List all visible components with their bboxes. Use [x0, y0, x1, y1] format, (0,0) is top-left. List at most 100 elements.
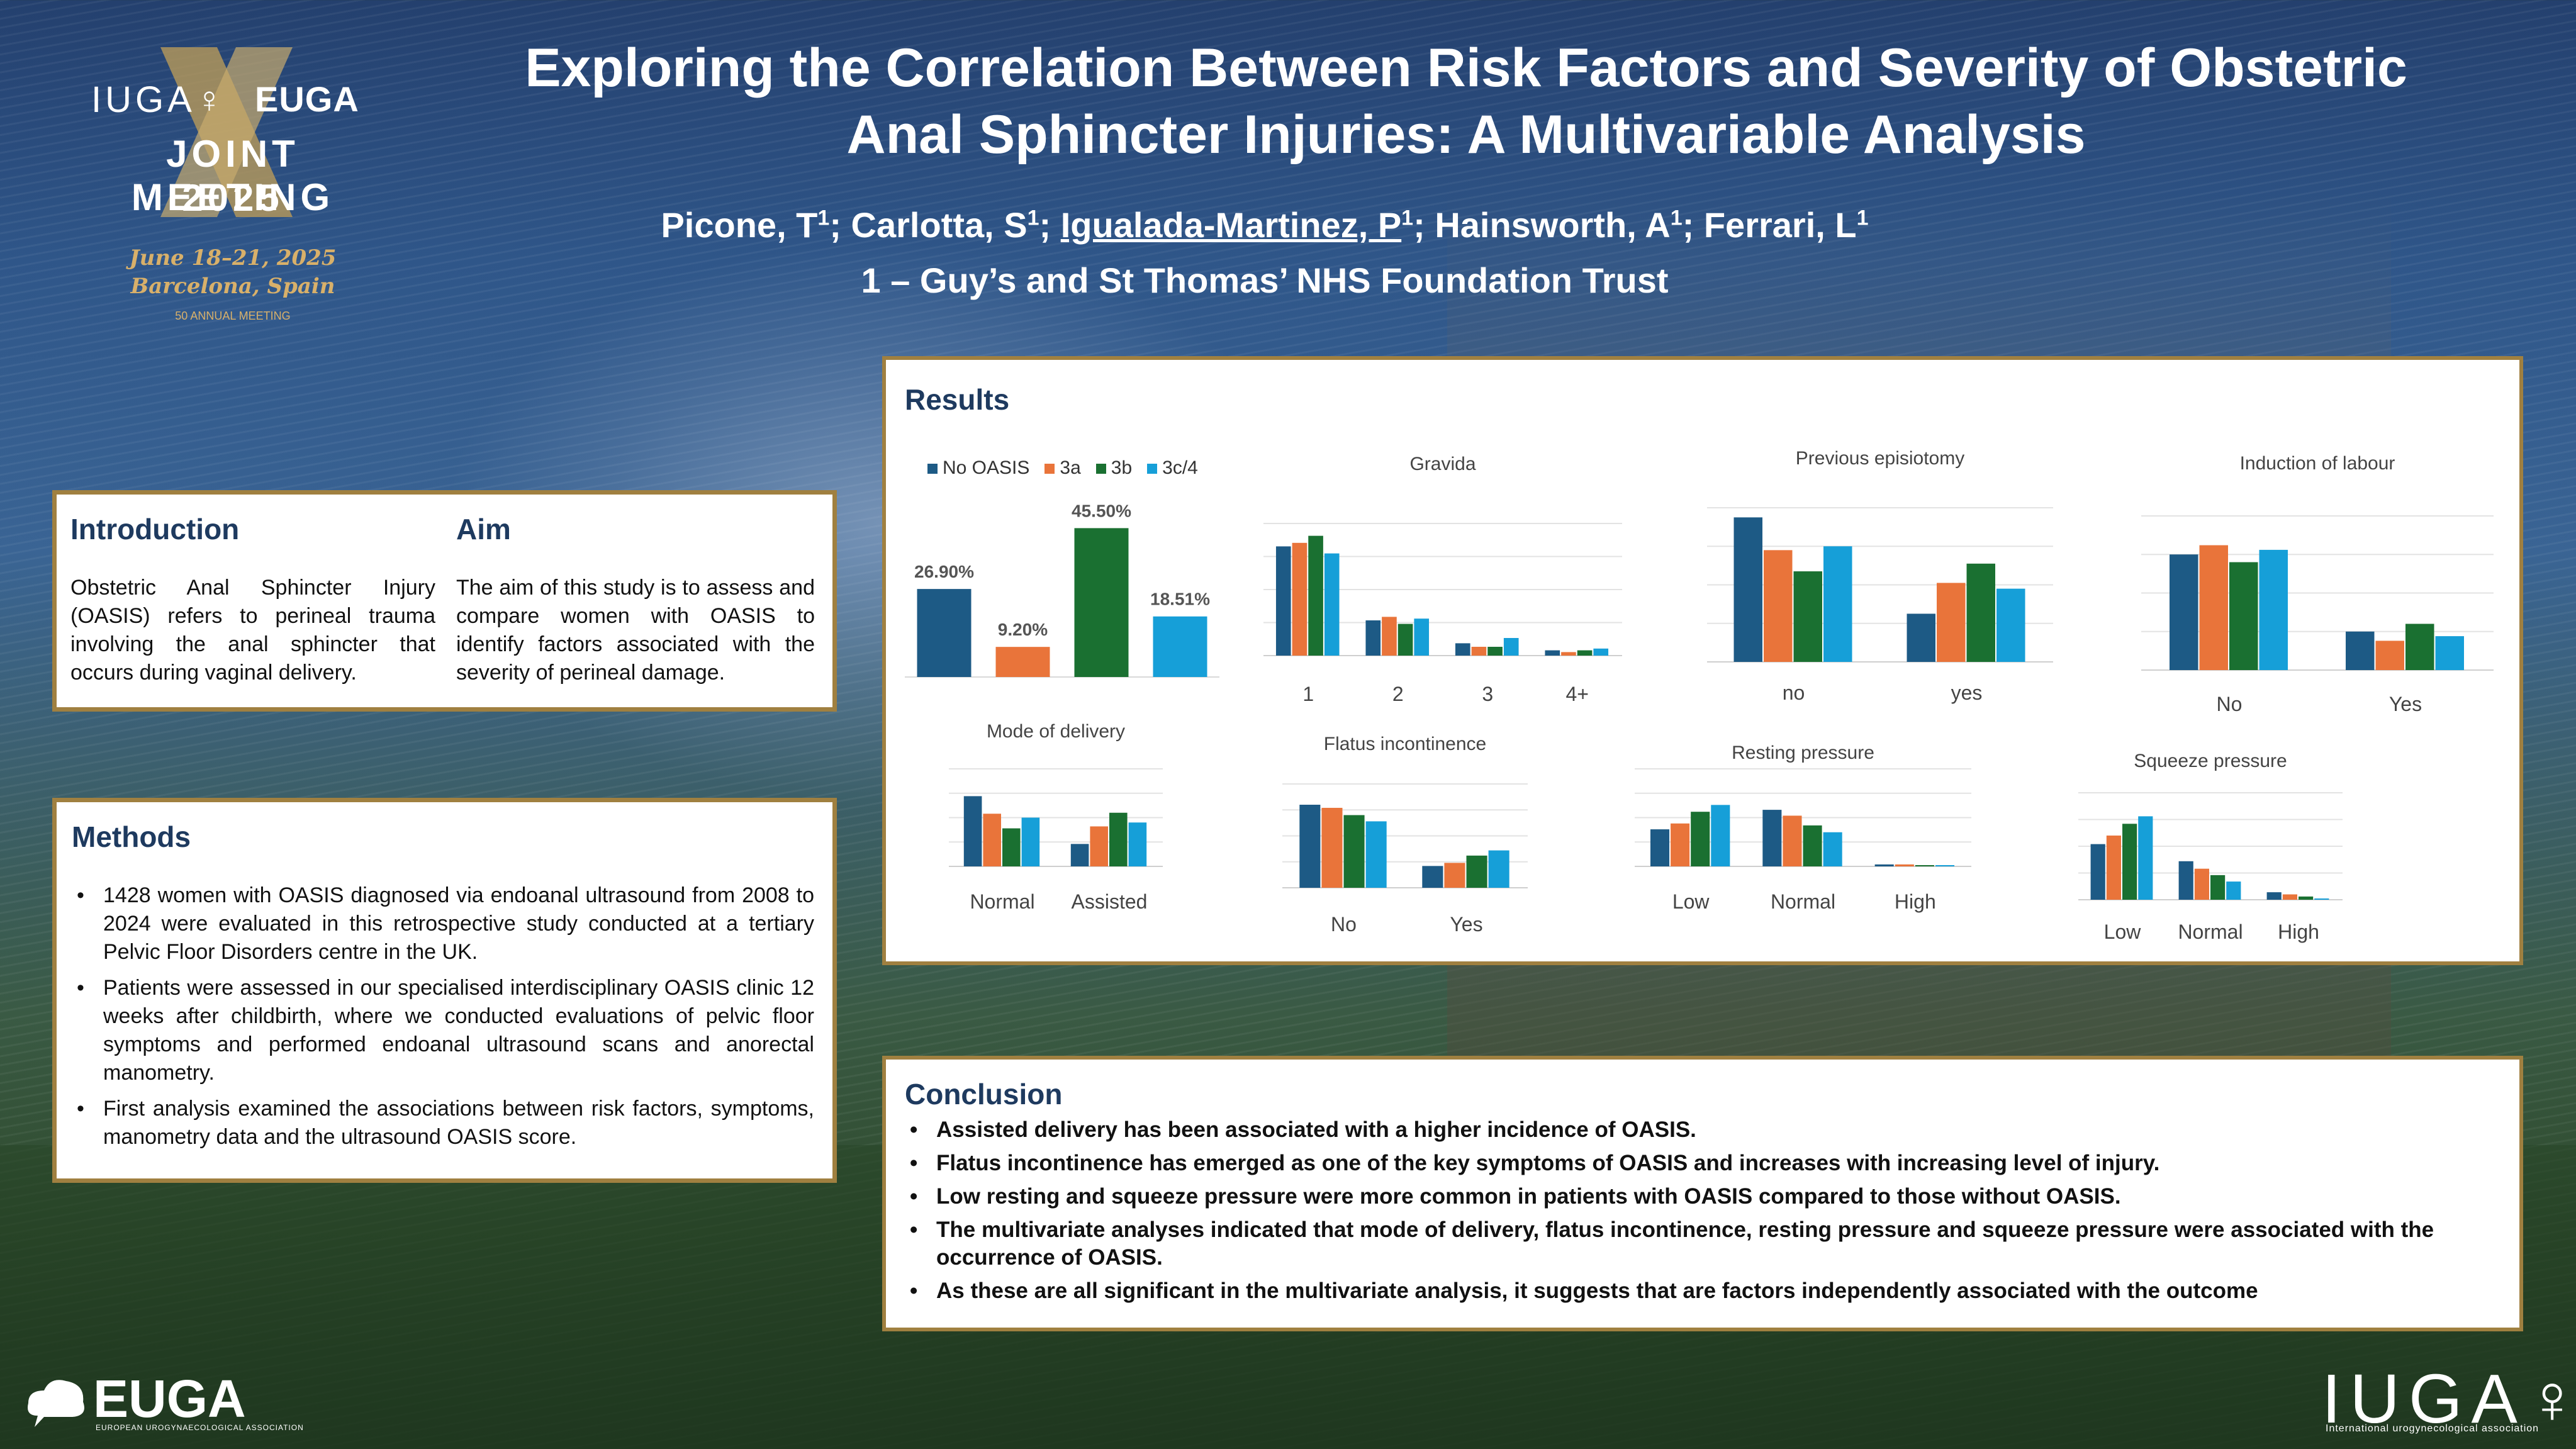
methods-item: First analysis examined the associations…	[72, 1095, 814, 1151]
delivery-bar	[1070, 844, 1089, 866]
joint-meeting-logo-mark	[160, 47, 293, 217]
resting-tick-label: Normal	[1771, 890, 1835, 913]
gravida-bar	[1503, 638, 1519, 656]
flatus-bar	[1299, 805, 1321, 888]
introduction-panel: Introduction Obstetric Anal Sphincter In…	[52, 490, 837, 712]
legend-swatch	[1044, 464, 1055, 474]
results-legend: No OASIS 3a 3b 3c/4	[927, 457, 1198, 479]
resting-bar	[1803, 825, 1822, 866]
flatus-bar	[1365, 821, 1387, 888]
results-charts: 26.90% 9.20% 45.50% 18.51% Gravida 1 2 3 4+ Previ…	[905, 448, 2494, 943]
episiotomy-bar	[1793, 571, 1822, 662]
gravida-bar	[1275, 546, 1291, 656]
episiotomy-bar	[1966, 563, 1995, 662]
squeeze-bar	[2090, 844, 2105, 900]
induction-bar	[2199, 545, 2228, 670]
resting-bar	[1895, 864, 1914, 866]
conclusion-item: As these are all significant in the mult…	[905, 1277, 2503, 1305]
methods-panel: Methods 1428 women with OASIS diagnosed …	[52, 798, 837, 1183]
induction-bar	[2170, 554, 2198, 670]
gravida-bar	[1365, 620, 1381, 656]
flatus-bar	[1422, 866, 1443, 888]
flatus-tick-label: Yes	[1450, 913, 1482, 936]
overall-bar	[1153, 616, 1207, 677]
gravida-bar	[1471, 647, 1487, 656]
introduction-section: Introduction Obstetric Anal Sphincter In…	[70, 512, 435, 687]
squeeze-tick-label: Low	[2104, 920, 2142, 943]
gravida-bar	[1577, 650, 1593, 656]
legend-label: No OASIS	[943, 457, 1030, 478]
squeeze-bar	[2122, 824, 2137, 900]
gravida-bar	[1414, 618, 1430, 656]
resting-bar	[1691, 812, 1710, 866]
gravida-tick-label: 3	[1482, 683, 1493, 705]
overall-bar	[917, 589, 972, 677]
resting-tick-label: High	[1895, 890, 1936, 913]
episiotomy-chart-title: Previous episiotomy	[1796, 448, 1964, 469]
legend-swatch	[1147, 464, 1158, 474]
resting-bar	[1783, 815, 1802, 866]
title-line-2: Anal Sphincter Injuries: A Multivariable…	[846, 104, 2086, 165]
aim-section: Aim The aim of this study is to assess a…	[456, 512, 815, 687]
legend-item: 3b	[1095, 457, 1132, 479]
induction-tick-label: No	[2217, 693, 2243, 715]
footer-iuga-subtitle: International urogynecological associati…	[2326, 1423, 2540, 1434]
gravida-bar	[1487, 647, 1503, 656]
gravida-bar	[1593, 648, 1609, 656]
delivery-tick-label: Normal	[970, 890, 1034, 913]
resting-bar	[1915, 865, 1934, 866]
gravida-tick-label: 2	[1392, 683, 1404, 705]
episiotomy-bar	[1764, 550, 1793, 662]
flatus-bar	[1444, 863, 1465, 888]
resting-bar	[1671, 823, 1690, 866]
squeeze-bar	[2314, 898, 2329, 900]
gravida-bar	[1308, 535, 1323, 656]
induction-bar	[2435, 636, 2464, 670]
affiliation: 1 – Guy’s and St Thomas’ NHS Foundation …	[861, 260, 1669, 300]
author-name: Igualada-Martinez, P	[1060, 205, 1402, 245]
author-affiliation-mark: 1	[817, 206, 830, 230]
squeeze-bar	[2266, 892, 2282, 900]
resting-bar	[1711, 805, 1730, 866]
delivery-bar	[1021, 817, 1040, 866]
gravida-tick-label: 4+	[1566, 683, 1589, 705]
resting-tick-label: Low	[1672, 890, 1710, 913]
anniversary-badge: 50 ANNUAL MEETING	[175, 310, 291, 322]
delivery-bar	[963, 796, 982, 866]
legend-item: 3a	[1044, 457, 1081, 479]
squeeze-bar	[2299, 896, 2314, 900]
meeting-city: Barcelona, Spain	[130, 274, 335, 299]
delivery-chart-title: Mode of delivery	[987, 721, 1125, 742]
squeeze-chart-title: Squeeze pressure	[2134, 751, 2287, 771]
legend-item: 3c/4	[1147, 457, 1198, 479]
induction-bar	[2375, 641, 2404, 670]
episiotomy-bar	[1733, 517, 1762, 662]
episiotomy-bar	[1937, 583, 1966, 662]
flatus-bar	[1321, 807, 1343, 888]
gravida-bar	[1292, 542, 1308, 656]
gravida-bar	[1382, 617, 1397, 656]
episiotomy-tick-label: no	[1783, 681, 1805, 704]
squeeze-bar	[2106, 836, 2121, 900]
results-heading: Results	[905, 383, 1010, 416]
resting-bar	[1874, 864, 1894, 866]
squeeze-bar	[2226, 881, 2241, 900]
conclusion-item: The multivariate analyses indicated that…	[905, 1216, 2503, 1272]
joint-meeting-year: 2025	[182, 177, 284, 219]
resting-bar	[1935, 865, 1955, 866]
flatus-chart-title: Flatus incontinence	[1324, 734, 1487, 754]
delivery-bar	[1128, 822, 1147, 866]
overall-bar	[995, 647, 1050, 677]
footer-iuga-logo: IUGA♀	[2322, 1360, 2576, 1438]
conclusion-item: Assisted delivery has been associated wi…	[905, 1116, 2503, 1144]
author-name: Hainsworth, A	[1435, 205, 1671, 245]
footer-euga-logo: EUGA	[93, 1369, 246, 1428]
gravida-tick-label: 1	[1302, 683, 1314, 705]
squeeze-tick-label: High	[2278, 920, 2319, 943]
induction-tick-label: Yes	[2389, 693, 2422, 715]
gravida-chart-title: Gravida	[1409, 454, 1476, 474]
author-name: Ferrari, L	[1703, 205, 1857, 245]
overall-data-label: 45.50%	[1072, 501, 1131, 520]
legend-swatch	[1095, 464, 1106, 474]
squeeze-tick-label: Normal	[2178, 920, 2243, 943]
